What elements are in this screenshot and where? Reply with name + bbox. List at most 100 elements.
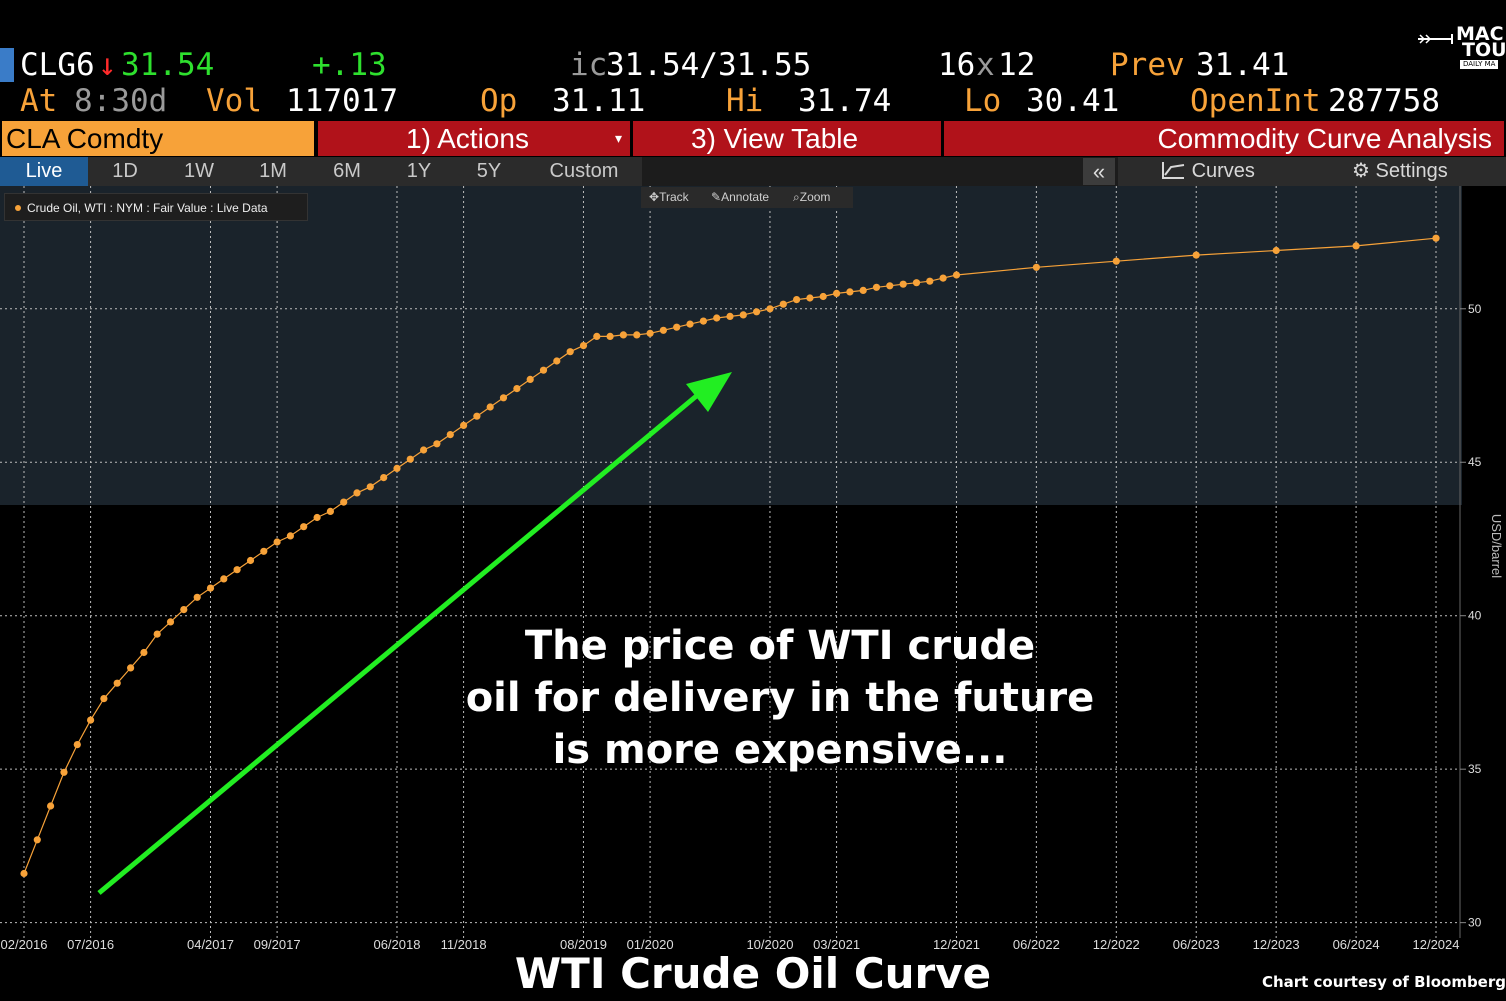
zoom-tool[interactable]: ⌕ Zoom: [793, 187, 830, 208]
series-point: [579, 342, 588, 350]
x-tick-label: 04/2017: [187, 937, 234, 952]
x-tick-label: 06/2023: [1173, 937, 1220, 952]
series-point: [233, 566, 241, 574]
series-point: [1112, 257, 1120, 265]
series-point: [286, 532, 294, 540]
actions-menu[interactable]: 1) Actions ▾: [318, 121, 630, 156]
series-point: [366, 483, 374, 491]
chart-caption: WTI Crude Oil Curve: [514, 949, 992, 998]
series-point: [633, 331, 641, 339]
curves-button[interactable]: Curves: [1160, 157, 1255, 186]
series-point: [473, 412, 481, 420]
y-tick-label: 45: [1468, 455, 1482, 469]
series-point: [420, 446, 428, 454]
series-point: [100, 695, 108, 703]
series-point: [406, 455, 414, 463]
bid-prefix: ic: [570, 47, 608, 83]
range-bar: Live 1D 1W 1M 6M 1Y 5Y Custom « Curves ⚙…: [0, 157, 1506, 186]
x-tick-label: 06/2024: [1333, 937, 1380, 952]
x-axis-ticks: 02/2016 07/2016 04/2017 09/2017 06/2018 11/20…: [1, 937, 1460, 952]
zoom-label: Zoom: [799, 190, 831, 204]
size-separator: x: [976, 47, 995, 83]
arrow-shaft: [97, 386, 708, 895]
series-point: [340, 498, 348, 506]
openint-label: OpenInt: [1190, 83, 1321, 119]
range-tab-5y[interactable]: 5Y: [476, 160, 502, 182]
x-tick-label: 12/2022: [1093, 937, 1140, 952]
series-point: [486, 403, 494, 411]
series-point: [872, 283, 881, 291]
ticker-symbol[interactable]: CLG6: [20, 47, 95, 83]
range-tab-1m[interactable]: 1M: [259, 160, 287, 182]
open-value: 31.11: [552, 83, 646, 119]
series-point: [246, 556, 255, 565]
range-tab-1w[interactable]: 1W: [184, 160, 214, 182]
security-field[interactable]: CLA Comdty: [2, 121, 314, 156]
series-point: [20, 869, 28, 878]
series-point: [939, 274, 947, 282]
chart-legend[interactable]: Crude Oil, WTI : NYM : Fair Value : Live…: [4, 193, 308, 221]
collapse-button[interactable]: «: [1083, 158, 1115, 185]
prev-label: Prev: [1110, 47, 1185, 83]
range-tabs-bg: [0, 157, 642, 186]
vol-label: Vol: [206, 83, 262, 119]
series-point: [260, 547, 268, 555]
brand-line-1: MAC: [1456, 23, 1504, 45]
track-label: Track: [659, 190, 689, 204]
series-point: [380, 474, 388, 482]
x-tick-label: 09/2017: [254, 937, 301, 952]
openint-value: 287758: [1328, 83, 1440, 119]
y-tick-label: 40: [1468, 609, 1482, 623]
bid-ask: 31.54/31.55: [606, 47, 812, 83]
settings-button[interactable]: ⚙ Settings: [1352, 157, 1448, 186]
curves-label: Curves: [1191, 160, 1255, 182]
series-point: [1192, 251, 1200, 259]
series-point: [1352, 242, 1360, 250]
x-tick-label: 08/2019: [560, 937, 607, 952]
series-point: [73, 741, 81, 749]
range-tab-6m[interactable]: 6M: [333, 160, 361, 182]
plot-lower-band: [0, 505, 1462, 939]
y-tick-label: 35: [1468, 762, 1482, 776]
view-table-button[interactable]: 3) View Table: [633, 121, 941, 156]
series-point: [87, 716, 95, 724]
series-point: [952, 271, 961, 279]
annotate-label: Annotate: [721, 190, 770, 204]
series-point: [1032, 263, 1040, 271]
annotate-tool[interactable]: ✎ Annotate: [711, 187, 769, 208]
prev-value: 31.41: [1196, 47, 1290, 83]
track-tool[interactable]: ✥ Track: [649, 187, 689, 208]
series-point: [206, 584, 215, 592]
series-point: [460, 421, 468, 429]
series-point: [912, 279, 921, 287]
series-point: [819, 292, 827, 301]
series-point: [60, 768, 68, 776]
range-tab-custom[interactable]: Custom: [549, 160, 619, 182]
series-point: [553, 357, 561, 365]
chart-annotation: The price of WTI crude oil for delivery …: [420, 620, 1140, 776]
legend-dot-icon: [15, 205, 21, 211]
range-tab-1y[interactable]: 1Y: [406, 160, 432, 182]
series-point: [833, 289, 841, 297]
actions-label: 1) Actions: [406, 123, 529, 154]
series-point: [673, 323, 681, 331]
series-point: [726, 312, 734, 320]
x-tick-label: 12/2023: [1253, 937, 1300, 952]
range-tab-1d[interactable]: 1D: [112, 160, 138, 182]
curves-icon: [1162, 162, 1185, 179]
green-arrow: [97, 372, 732, 895]
series-points: [20, 234, 1440, 878]
net-change: +.13: [312, 47, 387, 83]
series-point: [606, 332, 614, 340]
range-tab-live[interactable]: Live: [0, 157, 88, 186]
series-point: [779, 300, 787, 308]
series-point: [739, 311, 747, 319]
brand-logo: MAC TOUR DAILY MA: [1416, 22, 1506, 72]
series-point: [33, 836, 41, 844]
grid-lines: [0, 186, 1460, 938]
series-point: [313, 513, 321, 522]
ask-size: 12: [998, 47, 1036, 83]
series-point: [713, 314, 721, 322]
series-point: [686, 320, 694, 328]
